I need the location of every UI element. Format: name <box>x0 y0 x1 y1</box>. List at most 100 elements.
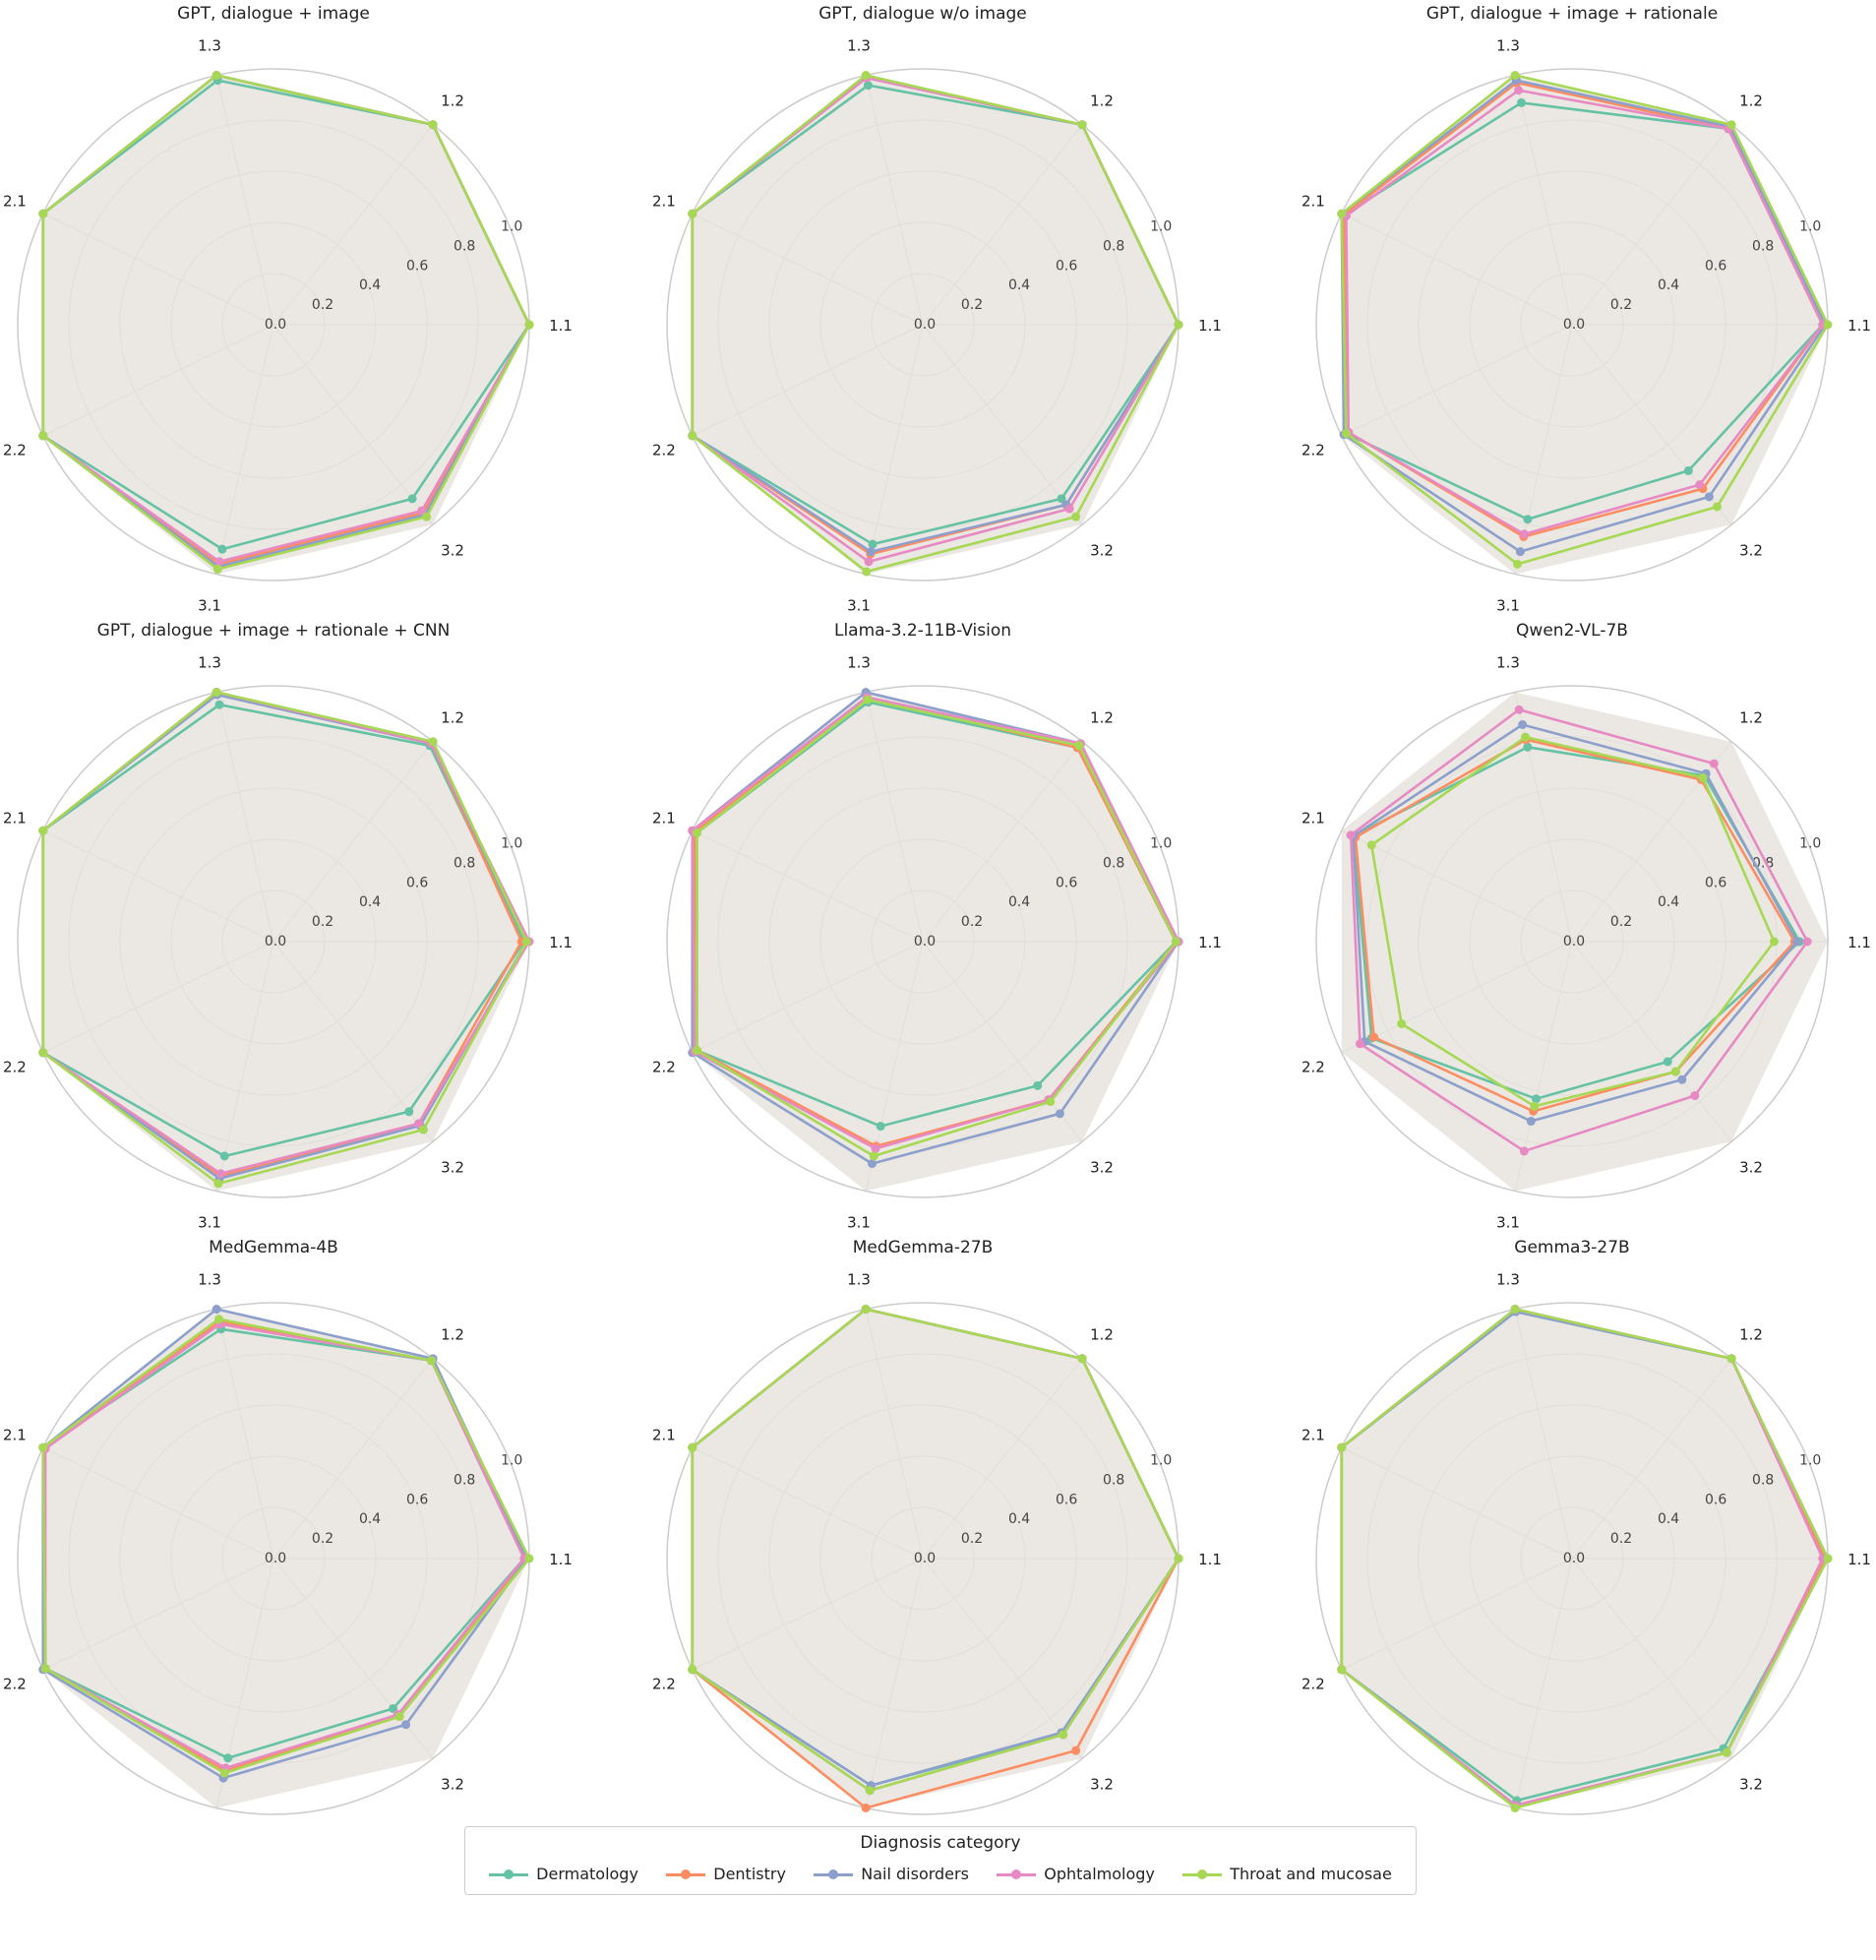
radial-tick-label: 0.2 <box>961 914 983 930</box>
chart-title: GPT, dialogue + image + rationale + CNN <box>97 621 451 641</box>
data-point <box>1526 1117 1536 1127</box>
data-point <box>1722 1747 1731 1757</box>
axis-label: 3.2 <box>441 1158 464 1176</box>
data-point <box>389 1703 398 1713</box>
radial-tick-label: 1.0 <box>1150 1453 1172 1469</box>
data-point <box>401 1720 411 1730</box>
radial-tick-label: 0.8 <box>454 855 475 871</box>
data-point <box>1174 320 1183 330</box>
radial-tick-label: 0.6 <box>1705 875 1726 890</box>
radial-tick-label: 0.6 <box>1705 1492 1726 1507</box>
data-point <box>212 564 222 574</box>
data-point <box>404 1107 414 1117</box>
radial-tick-label: 0.6 <box>406 258 428 274</box>
data-point <box>1071 512 1081 521</box>
data-point <box>1510 1305 1520 1315</box>
data-point <box>417 506 427 516</box>
radial-tick-label: 1.0 <box>1799 1453 1821 1469</box>
radial-tick-label: 0.4 <box>1008 894 1030 910</box>
radial-tick-label: 1.0 <box>1799 836 1821 852</box>
axis-label: 3.2 <box>1739 541 1763 559</box>
axis-label: 1.3 <box>1496 1270 1520 1288</box>
data-point <box>1064 504 1074 514</box>
data-point <box>864 557 874 567</box>
legend-item-dentistry: Dentistry <box>666 1865 786 1883</box>
radial-tick-label: 0.8 <box>454 1472 475 1488</box>
radial-tick-label: 0.0 <box>1563 1551 1585 1566</box>
data-point <box>692 827 701 837</box>
data-point <box>1521 732 1531 742</box>
axis-label: 3.1 <box>847 597 871 615</box>
radial-tick-label: 0.2 <box>961 297 983 313</box>
series-throat-and-mucosae <box>38 688 531 1189</box>
data-point <box>426 1356 436 1366</box>
data-point <box>1346 830 1356 840</box>
axis-label: 1.3 <box>847 653 871 671</box>
data-point <box>1397 1018 1407 1028</box>
radar-chart-3: GPT, dialogue + image + rationale 0.0 0.2 0… <box>1301 4 1871 615</box>
axis-label: 2.2 <box>3 1059 27 1076</box>
data-point <box>40 1664 50 1674</box>
data-point <box>219 1151 229 1161</box>
legend-title: Diagnosis category <box>860 1833 1021 1853</box>
radial-tick-label: 0.0 <box>914 317 936 333</box>
data-point <box>214 557 224 567</box>
legend-label: Nail disorders <box>861 1865 969 1883</box>
axis-label: 1.3 <box>198 36 221 54</box>
axis-label: 1.3 <box>847 36 871 54</box>
axis-label: 2.1 <box>1301 809 1325 827</box>
data-point <box>1823 1554 1833 1563</box>
legend-item-dermatology: Dermatology <box>489 1865 638 1883</box>
data-point <box>214 700 224 709</box>
series-line <box>41 74 531 571</box>
radial-tick-label: 1.0 <box>1150 836 1172 852</box>
data-point <box>1077 1354 1087 1364</box>
radial-tick-label: 0.2 <box>312 297 333 313</box>
data-point <box>38 826 48 835</box>
outer-circle <box>1315 685 1829 1198</box>
data-point <box>1683 465 1693 475</box>
data-point <box>1709 759 1719 768</box>
data-point <box>1698 772 1708 782</box>
radial-tick-label: 0.0 <box>914 934 936 949</box>
series-line <box>691 74 1180 574</box>
data-point <box>1713 502 1723 512</box>
series-throat-and-mucosae <box>688 1305 1183 1796</box>
legend-label: Throat and mucosae <box>1230 1865 1392 1883</box>
radial-tick-label: 0.0 <box>1563 934 1585 949</box>
radial-tick-label: 0.4 <box>359 277 381 293</box>
data-point <box>212 688 221 698</box>
axis-label: 1.2 <box>1739 709 1763 727</box>
data-point <box>212 71 221 81</box>
series-line <box>691 1308 1180 1793</box>
axis-label: 1.3 <box>198 1270 221 1288</box>
data-point <box>1337 1665 1347 1675</box>
axis-label: 2.1 <box>3 1426 27 1443</box>
data-point <box>213 1315 223 1324</box>
radial-tick-label: 0.4 <box>359 1511 381 1527</box>
radial-tick-label: 0.4 <box>1658 894 1679 910</box>
axis-label: 1.1 <box>1198 934 1222 951</box>
radial-tick-label: 1.0 <box>501 1453 522 1469</box>
data-point <box>1695 480 1705 490</box>
axis-label: 3.1 <box>1496 597 1520 615</box>
data-point <box>1530 1101 1540 1111</box>
axis-label: 1.2 <box>441 92 464 110</box>
data-point <box>1532 1094 1542 1104</box>
radial-tick-label: 0.6 <box>1056 1492 1077 1507</box>
legend-label: Ophtalmology <box>1044 1865 1155 1883</box>
data-point <box>407 494 417 504</box>
axis-label: 3.2 <box>441 541 464 559</box>
data-point <box>688 1665 697 1675</box>
radar-chart-8: MedGemma-27B 0.0 0.2 0.4 0.6 0.8 1.0 1.1 1.2 1.3 2… <box>652 1238 1222 1815</box>
axis-label: 3.2 <box>1090 1158 1114 1176</box>
axis-label: 3.1 <box>847 1214 871 1232</box>
axis-label: 2.2 <box>652 1676 676 1693</box>
data-point <box>428 737 438 747</box>
legend-swatch <box>997 1868 1037 1881</box>
chart-title: MedGemma-27B <box>853 1238 994 1257</box>
axis-label: 2.2 <box>1301 442 1325 459</box>
axis-label: 1.2 <box>1739 1326 1763 1344</box>
data-point <box>1690 1091 1700 1101</box>
radial-tick-label: 0.4 <box>1658 277 1679 293</box>
